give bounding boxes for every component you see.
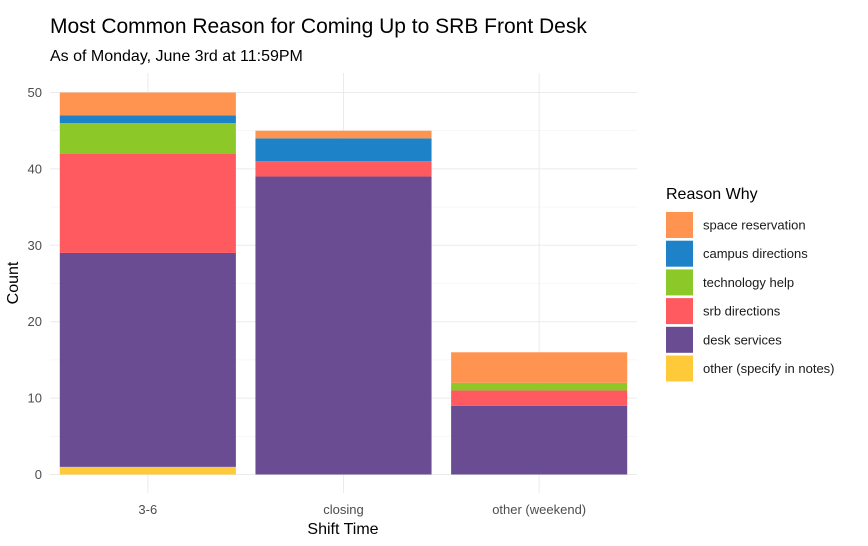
legend-label: srb directions — [703, 304, 781, 319]
bar-segment-space-reservation — [451, 352, 628, 383]
bar-segment-other-specify-in-notes — [59, 466, 236, 475]
y-tick-label: 50 — [28, 85, 42, 100]
bar-segment-desk-services — [451, 405, 628, 475]
y-tick-label: 0 — [35, 467, 42, 482]
bar-segment-desk-services — [59, 252, 236, 467]
x-axis-title: Shift Time — [307, 521, 378, 538]
bars-group — [59, 92, 628, 475]
bar-segment-technology-help — [59, 123, 236, 154]
legend-key — [666, 269, 693, 296]
legend-key — [666, 355, 693, 382]
legend-label: campus directions — [703, 246, 808, 261]
x-tick-label: closing — [323, 502, 363, 517]
bar-segment-space-reservation — [255, 130, 432, 139]
x-tick-label: 3-6 — [138, 502, 157, 517]
bar-segment-srb-directions — [59, 153, 236, 253]
legend-key — [666, 298, 693, 325]
y-tick-label: 40 — [28, 161, 42, 176]
y-tick-label: 10 — [28, 391, 42, 406]
legend-title: Reason Why — [666, 186, 758, 203]
legend-label: technology help — [703, 275, 794, 290]
bar-segment-srb-directions — [255, 161, 432, 177]
chart-title: Most Common Reason for Coming Up to SRB … — [50, 15, 587, 38]
bar-segment-desk-services — [255, 176, 432, 475]
legend-key — [666, 326, 693, 353]
y-axis-title: Count — [5, 261, 22, 304]
legend-label: space reservation — [703, 218, 806, 233]
y-axis-ticks: 0 10 20 30 40 50 — [28, 85, 42, 482]
legend: Reason Why space reservation campus direc… — [666, 186, 835, 382]
legend-label: other (specify in notes) — [703, 361, 835, 376]
bar-segment-technology-help — [451, 382, 628, 391]
legend-key — [666, 212, 693, 238]
legend-key — [666, 240, 693, 267]
bar-segment-campus-directions — [59, 115, 236, 124]
chart-subtitle: As of Monday, June 3rd at 11:59PM — [50, 48, 303, 65]
bar-segment-campus-directions — [255, 138, 432, 162]
x-axis-ticks: 3-6 closing other (weekend) — [138, 502, 586, 517]
y-tick-label: 20 — [28, 314, 42, 329]
y-tick-label: 30 — [28, 238, 42, 253]
legend-label: desk services — [703, 332, 782, 347]
x-tick-label: other (weekend) — [492, 502, 586, 517]
bar-segment-space-reservation — [59, 92, 236, 116]
bar-segment-srb-directions — [451, 390, 628, 406]
